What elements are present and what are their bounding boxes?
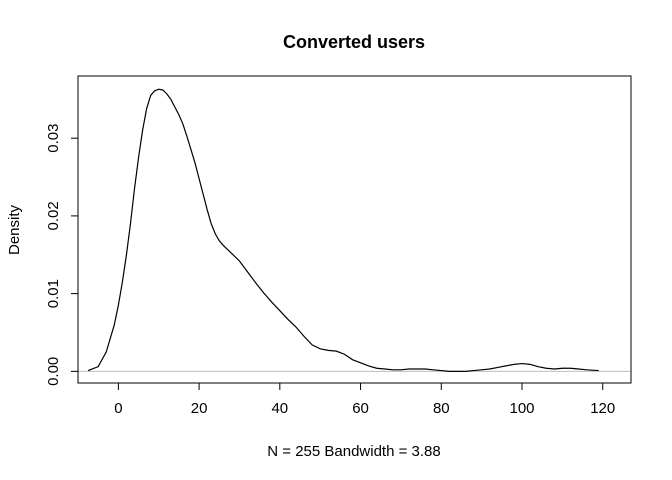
x-tick-label: 40 <box>271 400 288 417</box>
x-tick-label: 100 <box>509 400 534 417</box>
density-curve <box>87 88 599 372</box>
x-tick-label: 80 <box>433 400 450 417</box>
x-tick-label: 120 <box>590 400 615 417</box>
series-layer <box>87 88 599 372</box>
x-axis-label: N = 255 Bandwidth = 3.88 <box>267 443 440 460</box>
y-axis-label: Density <box>6 204 23 255</box>
chart-title: Converted users <box>283 32 425 52</box>
y-axis: 0.00 0.01 0.02 0.03 <box>45 124 79 386</box>
y-tick-label: 0.02 <box>45 201 62 230</box>
y-tick-label: 0.01 <box>45 279 62 308</box>
plot-frame <box>77 75 632 384</box>
x-tick-label: 0 <box>114 400 122 417</box>
x-tick-label: 60 <box>352 400 369 417</box>
x-axis: 0 20 40 60 80 100 120 <box>114 382 615 417</box>
y-tick-label: 0.00 <box>45 357 62 386</box>
x-tick-label: 20 <box>191 400 208 417</box>
y-tick-label: 0.03 <box>45 124 62 153</box>
